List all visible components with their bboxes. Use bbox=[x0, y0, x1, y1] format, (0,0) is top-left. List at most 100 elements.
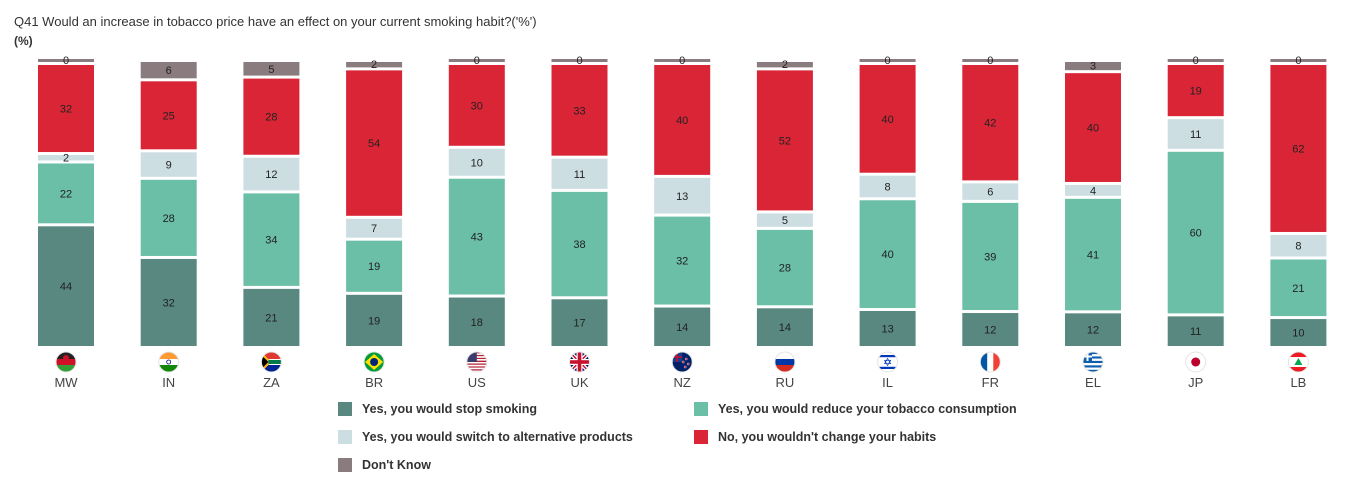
category-label: IN bbox=[162, 375, 175, 390]
bar-segment bbox=[38, 226, 94, 346]
bar-segment bbox=[1167, 119, 1224, 149]
bar-segment bbox=[38, 65, 94, 153]
data-label: 42 bbox=[984, 118, 996, 130]
data-label: 5 bbox=[782, 215, 788, 227]
data-label: 62 bbox=[1292, 143, 1304, 155]
bar-segment bbox=[859, 310, 916, 346]
bar-segment bbox=[1167, 151, 1224, 314]
bar-segment bbox=[346, 62, 403, 68]
data-label: 18 bbox=[471, 317, 483, 329]
bar-segment bbox=[243, 157, 300, 191]
data-label: 21 bbox=[265, 312, 277, 324]
legend-label: Yes, you would stop smoking bbox=[362, 402, 538, 416]
data-label: 32 bbox=[676, 256, 688, 268]
data-label: 40 bbox=[881, 114, 893, 126]
bar-stack-il: 13 40 8 40 0 bbox=[859, 55, 916, 346]
bar-segment bbox=[962, 59, 1019, 62]
bar-segment bbox=[448, 59, 505, 62]
bar-stack-el: 12 41 4 40 3 bbox=[1065, 61, 1121, 346]
brazil-flag-icon bbox=[363, 351, 385, 373]
data-label: 0 bbox=[576, 55, 582, 67]
data-label: 28 bbox=[265, 112, 277, 124]
data-label: 19 bbox=[368, 315, 380, 327]
data-label: 13 bbox=[676, 191, 688, 203]
data-label: 0 bbox=[1295, 55, 1301, 67]
bar-segment bbox=[962, 202, 1019, 311]
category-label: JP bbox=[1188, 375, 1203, 390]
legend-item: Yes, you would stop smoking bbox=[338, 402, 537, 416]
legend-label: Yes, you would reduce your tobacco consu… bbox=[718, 402, 1017, 416]
data-label: 8 bbox=[885, 181, 891, 193]
stacked-bar-chart: 4422232032289256213412285191975421843103… bbox=[38, 55, 1327, 390]
data-label: 21 bbox=[1292, 283, 1304, 295]
bar-segment bbox=[654, 307, 711, 346]
data-label: 14 bbox=[676, 322, 688, 334]
usa-flag-icon bbox=[466, 351, 488, 373]
category-label: UK bbox=[570, 375, 588, 390]
bar-stack-nz: 14 32 13 40 0 bbox=[654, 55, 711, 346]
bar-segment bbox=[38, 59, 94, 62]
legend-swatch bbox=[694, 402, 708, 416]
data-label: 11 bbox=[574, 169, 585, 181]
bar-segment bbox=[859, 59, 916, 62]
uk-flag-icon bbox=[569, 351, 590, 373]
category-label: US bbox=[468, 375, 486, 390]
data-label: 44 bbox=[60, 281, 72, 293]
category-label: IL bbox=[882, 375, 893, 390]
legend-item: No, you wouldn't change your habits bbox=[694, 430, 936, 444]
data-label: 41 bbox=[1087, 250, 1099, 262]
data-label: 2 bbox=[63, 152, 69, 164]
chart-title: Q41 Would an increase in tobacco price h… bbox=[14, 14, 537, 29]
bar-segment bbox=[859, 200, 916, 308]
data-label: 14 bbox=[779, 322, 791, 334]
legend-swatch bbox=[694, 430, 708, 444]
bar-stack-za: 21 34 12 28 5 bbox=[243, 62, 300, 346]
data-label: 0 bbox=[63, 55, 69, 67]
data-label: 19 bbox=[368, 261, 380, 273]
category-label: MW bbox=[54, 375, 78, 390]
bar-segment bbox=[1270, 319, 1327, 346]
data-label: 32 bbox=[163, 297, 175, 309]
legend-label: No, you wouldn't change your habits bbox=[718, 430, 937, 444]
data-label: 17 bbox=[573, 318, 585, 330]
bar-segment bbox=[1270, 59, 1327, 62]
data-label: 2 bbox=[782, 59, 788, 71]
legend-label: Don't Know bbox=[362, 458, 431, 472]
legend-item: Yes, you would switch to alternative pro… bbox=[338, 430, 633, 444]
legend-item: Yes, you would reduce your tobacco consu… bbox=[694, 402, 1017, 416]
bar-segment bbox=[448, 65, 505, 146]
data-label: 6 bbox=[987, 187, 993, 199]
bar-segment bbox=[1167, 316, 1224, 346]
bar-stack-fr: 12 39 6 42 0 bbox=[962, 55, 1019, 346]
data-label: 5 bbox=[268, 64, 274, 76]
category-label: LB bbox=[1290, 375, 1306, 390]
bar-segment bbox=[551, 299, 608, 346]
data-label: 4 bbox=[1090, 185, 1096, 197]
data-label: 6 bbox=[166, 65, 172, 77]
india-flag-icon bbox=[158, 351, 180, 373]
data-label: 40 bbox=[676, 115, 688, 127]
data-label: 0 bbox=[474, 55, 480, 67]
bar-segment bbox=[140, 62, 197, 79]
data-label: 3 bbox=[1090, 61, 1096, 73]
greece-flag-icon bbox=[1082, 351, 1104, 373]
category-label: ZA bbox=[263, 375, 280, 390]
data-label: 54 bbox=[368, 138, 380, 150]
data-label: 10 bbox=[1292, 328, 1304, 340]
bar-stack-ru: 14 28 5 52 2 bbox=[756, 59, 813, 346]
data-label: 11 bbox=[1190, 129, 1201, 141]
bar-stack-us: 18 43 10 30 0 bbox=[448, 55, 505, 346]
data-label: 8 bbox=[1295, 241, 1301, 253]
bar-segment bbox=[346, 294, 403, 346]
bar-segment bbox=[756, 213, 813, 227]
data-label: 12 bbox=[984, 325, 996, 337]
japan-flag-icon bbox=[1185, 351, 1207, 373]
data-label: 2 bbox=[371, 59, 377, 71]
bar-segment bbox=[756, 308, 813, 346]
bar-segment bbox=[38, 163, 94, 224]
data-label: 19 bbox=[1190, 86, 1202, 98]
bar-segment bbox=[654, 216, 711, 305]
israel-flag-icon bbox=[877, 351, 899, 373]
data-label: 0 bbox=[885, 55, 891, 67]
bar-segment bbox=[1270, 65, 1327, 232]
